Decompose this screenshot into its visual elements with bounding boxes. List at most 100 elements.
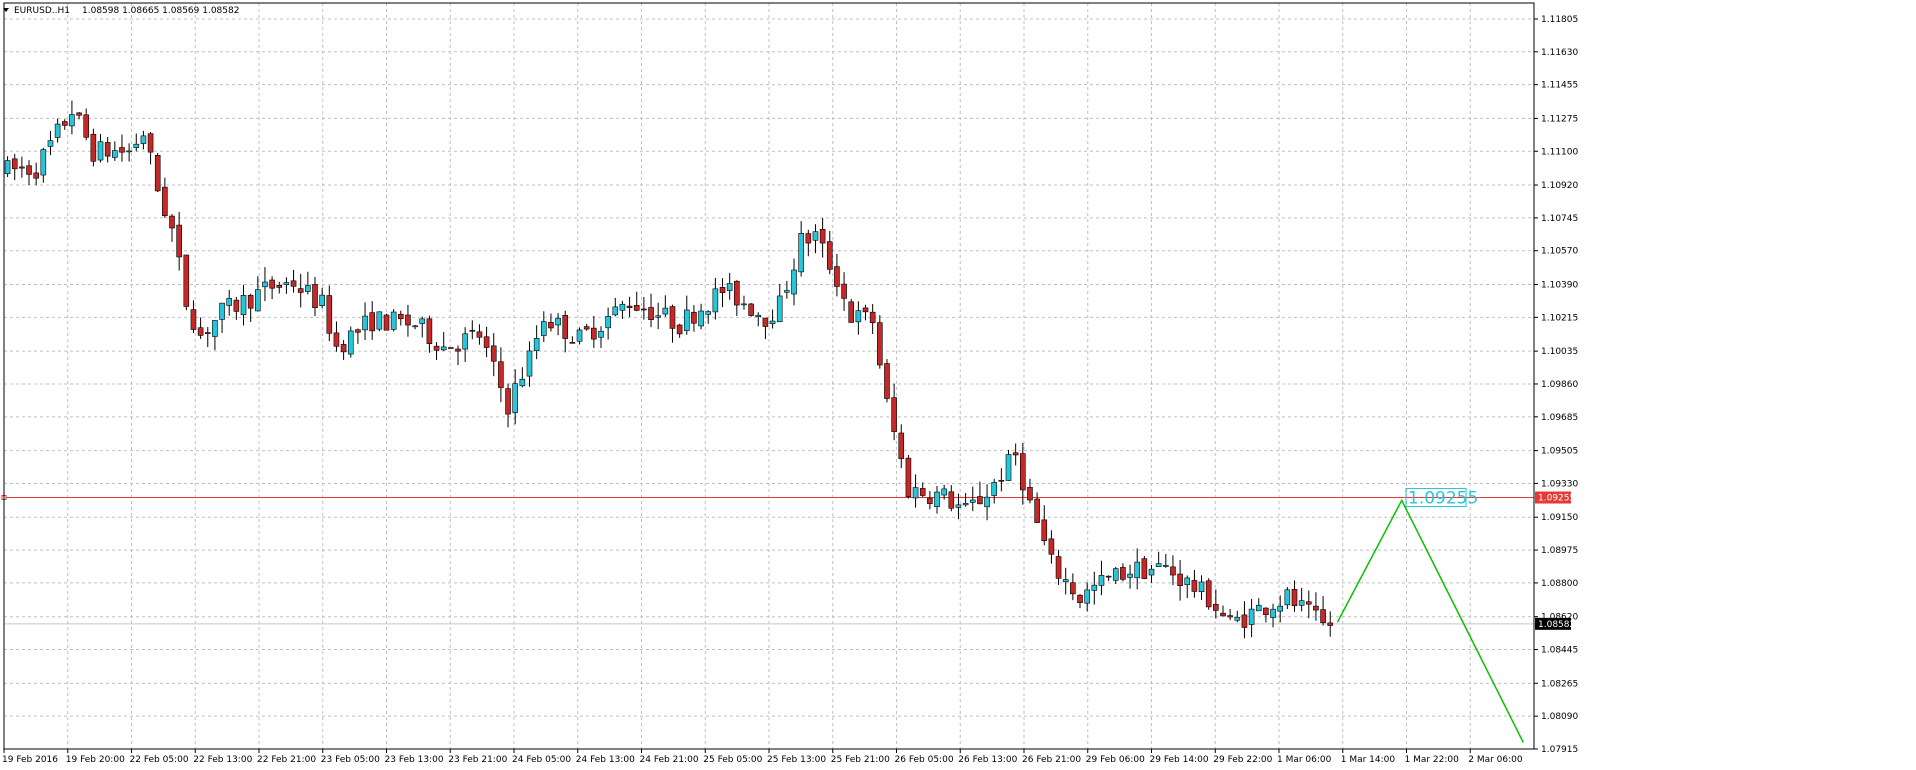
bull-candle [540, 321, 547, 336]
bull-candle [726, 283, 733, 291]
bull-candle [1127, 573, 1133, 578]
time-tick-label: 23 Feb 13:00 [385, 755, 444, 765]
level-text-box [1405, 488, 1467, 508]
bull-candle [1234, 617, 1241, 621]
price-tick-label: 1.09330 [1541, 479, 1578, 489]
price-tick-label: 1.08800 [1541, 579, 1578, 589]
bear-candle [841, 283, 847, 299]
price-tick-label: 1.09505 [1541, 447, 1578, 457]
current-price-label: 1.08582 [1538, 620, 1575, 630]
time-tick-label: 19 Feb 20:00 [66, 755, 125, 765]
time-tick-label: 25 Feb 05:00 [703, 755, 762, 765]
bull-candle [712, 288, 719, 313]
bear-candle [748, 303, 754, 316]
bear-candle [1020, 453, 1026, 491]
symbol-label: EURUSD..H1 [14, 6, 70, 16]
price-tick-label: 1.10215 [1541, 313, 1578, 323]
price-tick-label: 1.07915 [1541, 745, 1578, 755]
bear-candle [355, 329, 361, 333]
bull-candle [140, 135, 147, 144]
price-tick-label: 1.08445 [1541, 646, 1578, 656]
bull-candle [598, 330, 604, 338]
bear-candle [826, 241, 833, 270]
bear-candle [498, 361, 504, 388]
bull-candle [576, 329, 583, 342]
bear-candle [490, 345, 497, 362]
bull-candle [855, 310, 862, 323]
bull-candle [1255, 604, 1262, 612]
bull-candle [769, 320, 776, 325]
bull-candle [283, 282, 290, 285]
current-price-tag [1535, 617, 1571, 630]
bull-candle [791, 269, 797, 295]
bear-candle [455, 348, 461, 352]
time-tick-label: 23 Feb 21:00 [448, 755, 507, 765]
bear-candle [1120, 567, 1126, 580]
bear-candle [998, 480, 1005, 482]
bull-candle [798, 232, 804, 273]
bear-candle [862, 307, 869, 313]
bear-candle [476, 331, 483, 338]
bear-candle [848, 301, 855, 323]
bull-candle [1162, 564, 1169, 567]
bull-candle [462, 333, 468, 350]
time-tick-label: 25 Feb 13:00 [767, 755, 826, 765]
bull-candle [533, 338, 540, 351]
time-tick-label: 22 Feb 21:00 [257, 755, 316, 765]
price-tick-label: 1.08265 [1541, 679, 1578, 689]
bear-candle [669, 306, 676, 329]
dropdown-triangle-icon[interactable] [3, 8, 9, 12]
bull-candle [741, 303, 747, 306]
bull-candle [97, 141, 104, 161]
bull-candle [984, 496, 990, 508]
bull-candle [962, 503, 969, 506]
bear-candle [569, 342, 576, 344]
axes: 1.11805 1.11630 1.11455 1.11275 1.11100 1.109… [2, 2, 1578, 765]
bull-candle [419, 318, 426, 324]
bear-candle [397, 313, 404, 320]
bull-candle [240, 295, 247, 316]
chart-header: EURUSD..H1 1.08598 1.08665 1.08569 1.085… [3, 6, 239, 16]
bull-candle [1184, 577, 1191, 586]
time-tick-label: 19 Feb 2016 [2, 755, 58, 765]
bear-candle [183, 254, 190, 307]
bear-candle [919, 488, 926, 496]
level-line-group: 1.09255 [1, 488, 1534, 625]
time-tick-label: 23 Feb 05:00 [321, 755, 380, 765]
bear-candle [1041, 519, 1048, 541]
price-tick-label: 1.11100 [1541, 147, 1578, 157]
bear-candle [448, 347, 454, 349]
bear-candle [734, 280, 740, 306]
price-tick-label: 1.11630 [1541, 48, 1578, 58]
bull-candle [812, 231, 819, 241]
bull-candle [1198, 581, 1205, 592]
bear-candle [583, 326, 590, 330]
bull-candle [390, 311, 397, 330]
bear-candle [1241, 614, 1248, 628]
price-tick-label: 1.08975 [1541, 546, 1578, 556]
bull-candle [1298, 600, 1305, 606]
bear-candle [819, 229, 826, 244]
bear-candle [905, 457, 912, 497]
bear-candle [1048, 538, 1055, 555]
bear-candle [297, 288, 304, 293]
bear-candle [1105, 575, 1112, 578]
bear-candle [1170, 566, 1176, 576]
bear-candle [154, 155, 161, 192]
price-tick-label: 1.08090 [1541, 712, 1578, 722]
bear-candle [162, 186, 168, 217]
bull-candle [526, 350, 533, 377]
bear-candle [119, 147, 125, 153]
bull-candle [40, 149, 47, 176]
bull-candle [54, 123, 61, 138]
bull-candle [1248, 608, 1255, 625]
bear-candle [276, 285, 283, 288]
bull-candle [69, 114, 75, 127]
bull-candle [305, 285, 311, 292]
bear-candle [247, 295, 254, 309]
price-tick-label: 1.10920 [1541, 181, 1578, 191]
bull-candle [941, 488, 947, 496]
